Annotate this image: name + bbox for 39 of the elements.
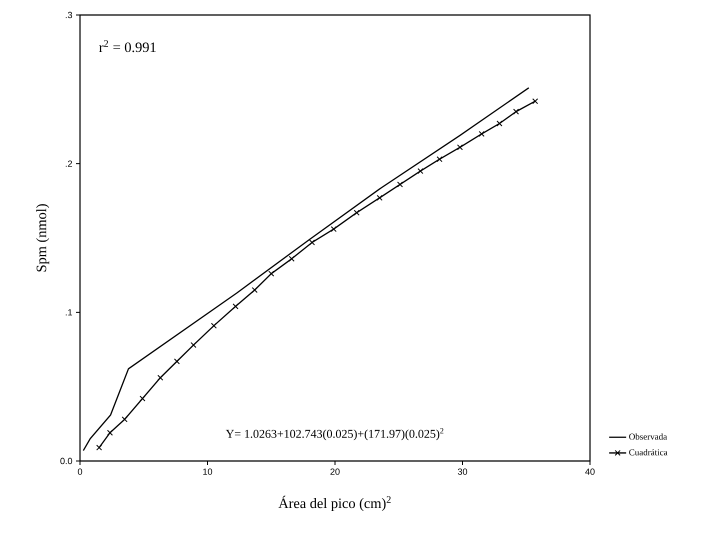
point	[210, 322, 217, 329]
x-tick-label: 20	[330, 468, 340, 475]
point	[157, 374, 164, 381]
point	[456, 144, 463, 150]
point	[478, 130, 485, 137]
point	[397, 181, 404, 188]
y-tick-label: .1	[66, 309, 72, 316]
point	[436, 156, 443, 162]
point	[532, 98, 538, 104]
point	[122, 416, 128, 422]
point	[106, 430, 113, 436]
point	[268, 270, 274, 277]
x-tick-label: 10	[203, 468, 212, 475]
point	[174, 358, 180, 364]
x-tick-label: 0	[78, 468, 82, 475]
point	[309, 239, 316, 246]
y-tick-label: 0.0	[60, 458, 72, 464]
point	[417, 168, 424, 174]
point	[96, 444, 102, 451]
y-tick-label: .3	[66, 12, 72, 18]
point	[496, 120, 502, 126]
point	[252, 287, 258, 293]
point	[513, 108, 520, 115]
legend-label: Cuadrática	[629, 449, 668, 456]
y-axis-title: Spm (nmol)	[36, 204, 50, 272]
point	[330, 226, 337, 232]
point	[232, 303, 239, 310]
point	[376, 194, 383, 201]
x-axis-title: Área del pico (cm)$^{2}$	[278, 496, 391, 512]
annotation: Y= 1.0263+102.743(0.025)+(171.97)(0.025)$^{2}$	[226, 428, 444, 440]
point	[354, 210, 360, 216]
point	[288, 256, 295, 262]
legend-label: Observada	[629, 433, 668, 440]
point	[140, 396, 146, 402]
point	[190, 342, 196, 348]
annotation: r$^{2}$ = 0.991	[99, 40, 156, 52]
x-tick-label: 40	[585, 468, 595, 475]
x-tick-label: 30	[458, 468, 468, 475]
y-tick-label: .2	[66, 160, 72, 167]
